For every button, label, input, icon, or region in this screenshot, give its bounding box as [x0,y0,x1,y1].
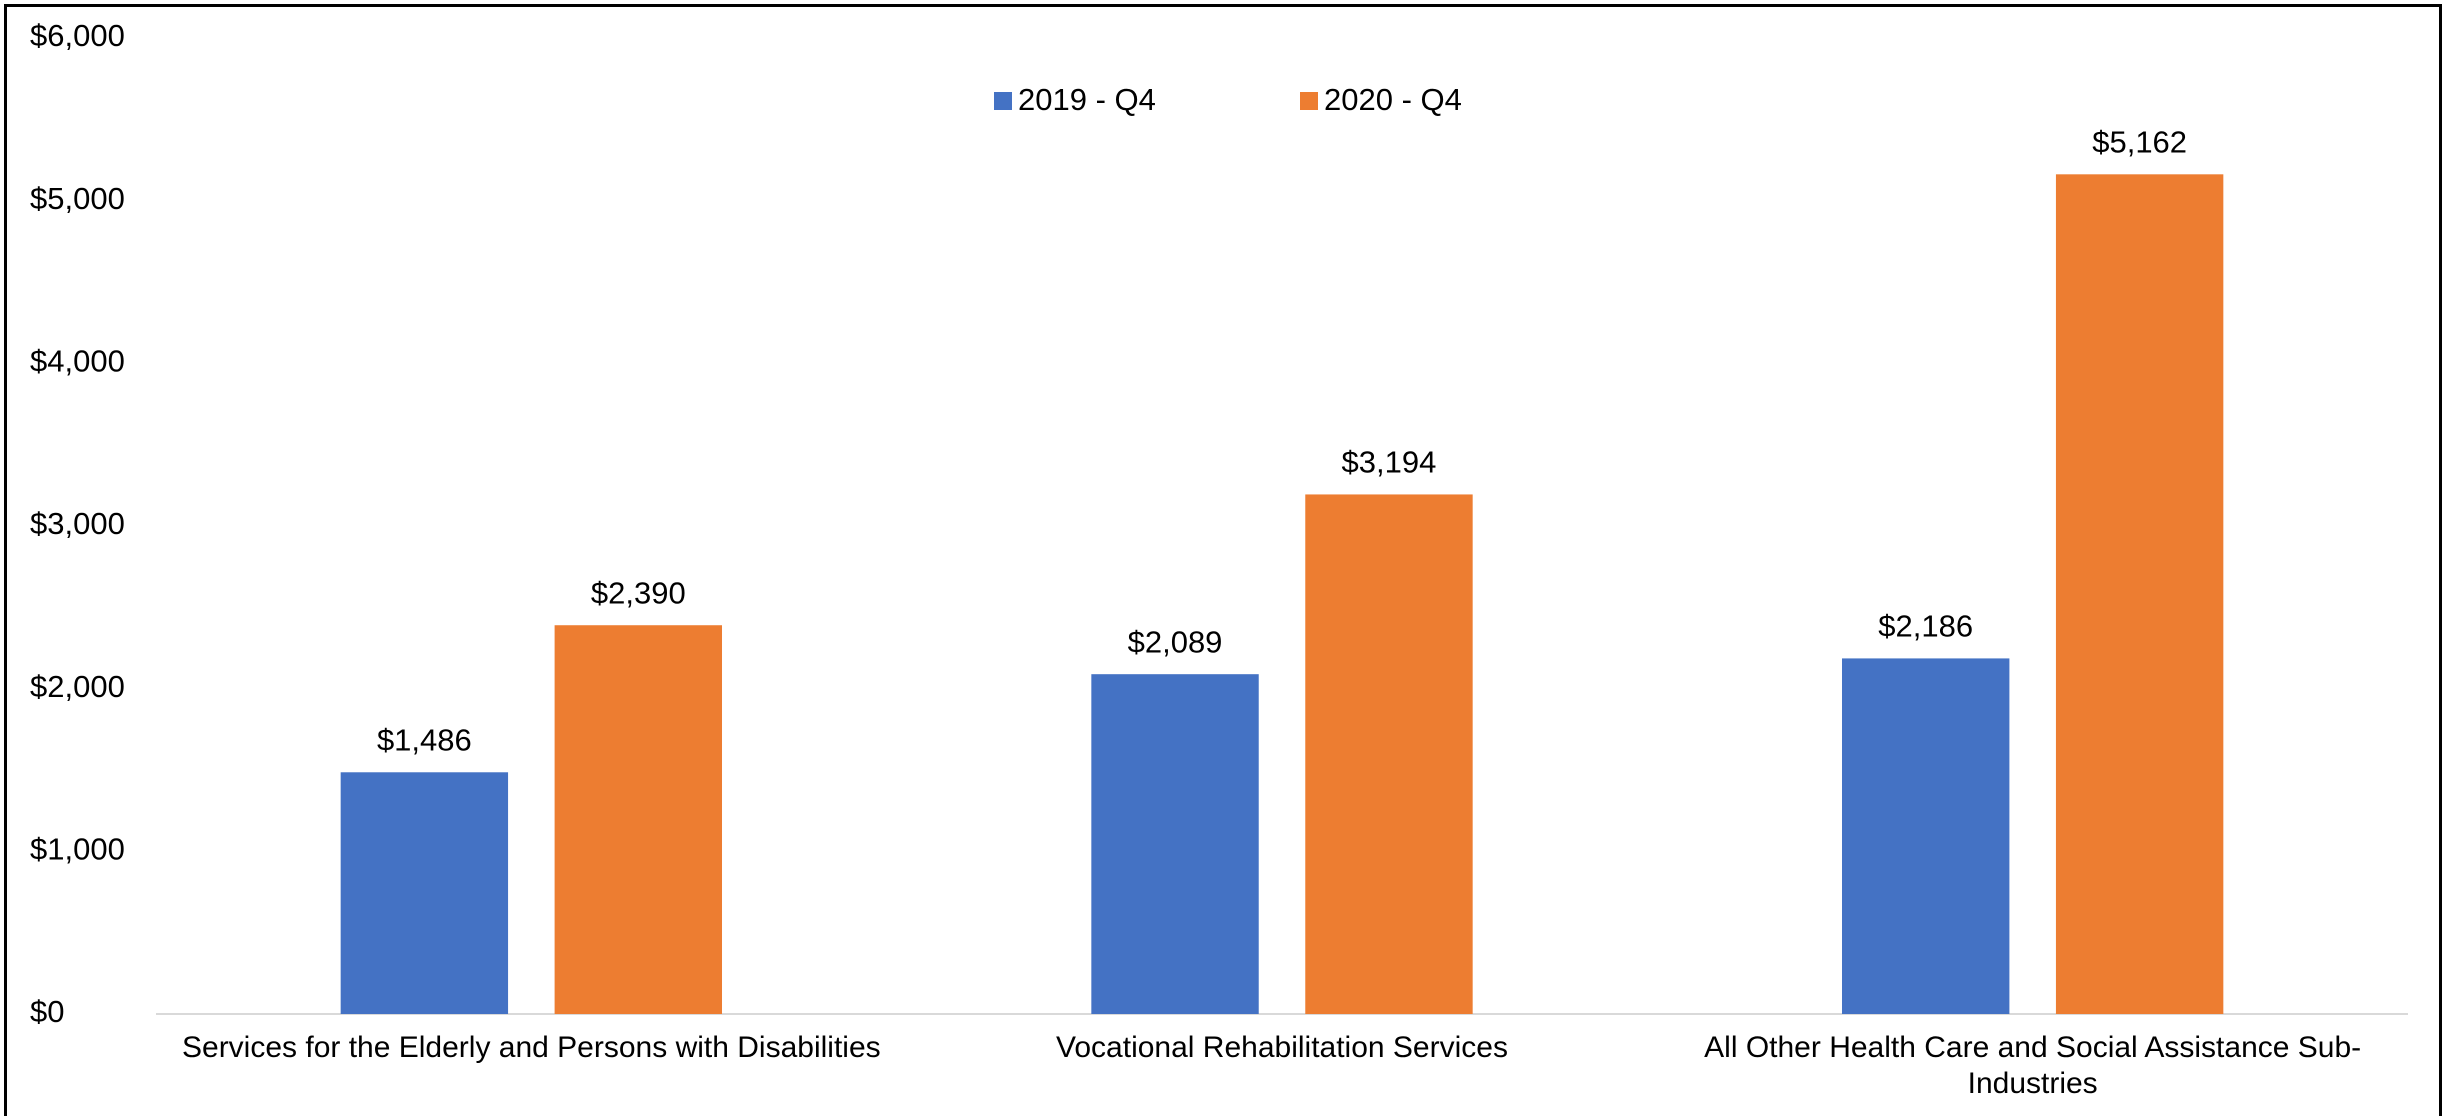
bar [554,625,723,1014]
y-tick-label: $0 [30,994,64,1029]
bar [340,772,509,1014]
y-tick-label: $5,000 [30,181,125,216]
data-label: $1,486 [377,722,472,757]
x-tick-label: Vocational Rehabilitation Services [1056,1031,1508,1064]
bar [2055,174,2224,1014]
legend-label: 2019 - Q4 [1018,82,1156,117]
bar [1305,494,1473,1015]
bar [1841,658,2010,1014]
data-label: $2,390 [591,575,686,610]
chart-frame [4,4,2442,1116]
y-tick-label: $3,000 [30,506,125,541]
data-label: $2,089 [1128,624,1223,659]
x-tick-label: Services for the Elderly and Persons wit… [182,1031,881,1064]
x-tick-label: All Other Health Care and Social Assista… [1704,1031,2362,1100]
legend-swatch [994,92,1012,110]
data-label: $3,194 [1342,445,1437,480]
y-tick-label: $4,000 [30,344,125,379]
legend-swatch [1300,92,1318,110]
legend-label: 2020 - Q4 [1324,82,1462,117]
y-tick-label: $2,000 [30,669,125,704]
y-tick-label: $6,000 [30,18,125,53]
data-label: $2,186 [1878,609,1973,644]
data-label: $5,162 [2092,125,2187,160]
y-tick-label: $1,000 [30,832,125,867]
bar [1091,674,1259,1014]
